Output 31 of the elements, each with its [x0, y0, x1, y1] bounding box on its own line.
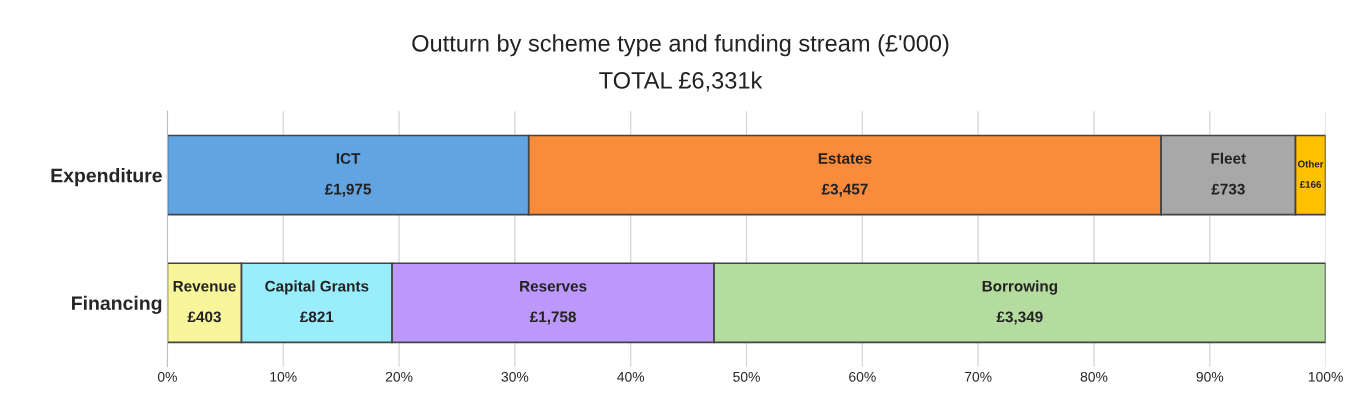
x-tick-label: 60%	[849, 371, 876, 382]
x-tick-label: 10%	[270, 371, 297, 382]
y-tick-label: Financing	[72, 295, 162, 314]
x-tick-label: 30%	[501, 371, 529, 382]
annotation: £733	[1211, 183, 1245, 195]
annotation: £166	[1299, 181, 1322, 188]
series-label: Other	[1297, 160, 1324, 168]
x-tick-label: 40%	[617, 371, 645, 382]
x-tick-label: 100%	[1308, 371, 1343, 382]
series-label: Reserves	[520, 280, 587, 292]
x-tick-label: 70%	[964, 371, 992, 382]
annotation: £1,975	[324, 183, 372, 197]
series-label: Revenue	[173, 280, 236, 292]
chart-subtitle: TOTAL £6,331k	[599, 71, 763, 92]
series-label: Capital Grants	[265, 280, 369, 295]
x-tick-label: 0%	[157, 371, 177, 382]
annotation: £403	[187, 311, 221, 323]
x-tick-label: 80%	[1080, 371, 1108, 382]
chart-title: Outturn by scheme type and funding stream (£'000)	[412, 34, 949, 57]
x-tick-label: 20%	[385, 371, 413, 382]
series-label: ICT	[336, 153, 361, 164]
annotation: £3,349	[996, 311, 1043, 325]
annotation: £821	[299, 311, 334, 323]
series-label: Estates	[818, 153, 872, 164]
series-label: Borrowing	[982, 280, 1058, 295]
annotation: £1,758	[529, 311, 576, 325]
series-label: Fleet	[1211, 152, 1246, 164]
y-tick-label: Expenditure	[51, 168, 162, 187]
annotation: £3,457	[821, 183, 868, 197]
x-tick-label: 50%	[733, 371, 760, 382]
x-tick-label: 90%	[1196, 371, 1224, 382]
